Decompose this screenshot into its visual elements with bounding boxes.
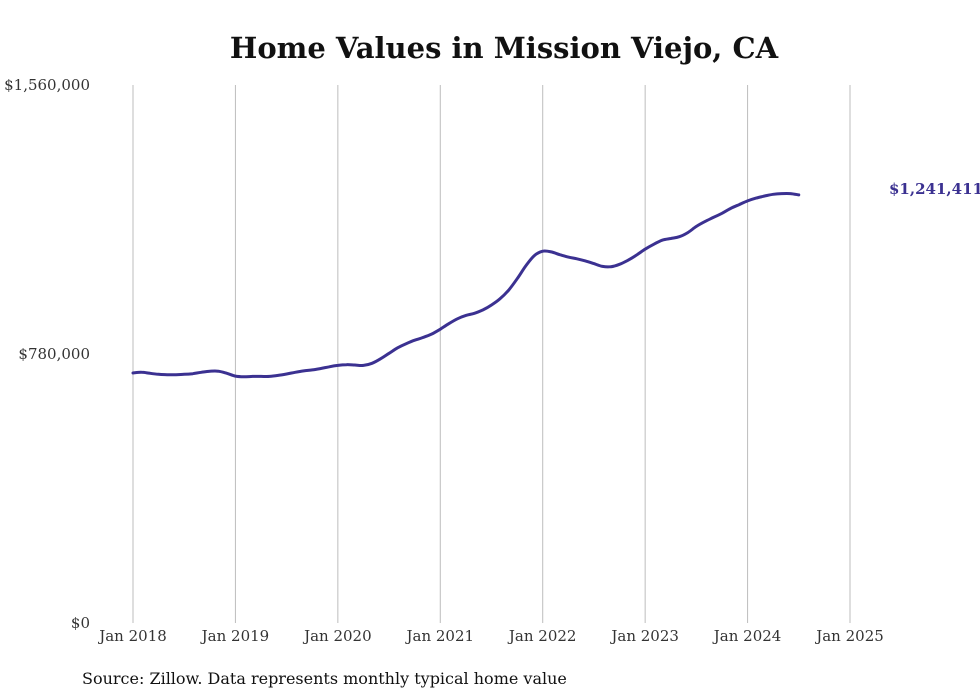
- x-tick-label: Jan 2022: [507, 627, 577, 645]
- x-tick-label: Jan 2024: [712, 627, 782, 645]
- y-tick-label: $1,560,000: [4, 76, 90, 94]
- y-axis-tick-labels: $0 $780,000 $1,560,000: [4, 76, 90, 632]
- y-tick-label: $0: [71, 614, 90, 632]
- x-axis-tick-labels: Jan 2018 Jan 2019 Jan 2020 Jan 2021 Jan 2022…: [97, 627, 884, 645]
- x-tick-label: Jan 2025: [814, 627, 884, 645]
- series-line: [131, 191, 801, 379]
- x-tick-label: Jan 2019: [200, 627, 270, 645]
- chart-title: Home Values in Mission Viejo, CA: [230, 31, 779, 65]
- x-tick-label: Jan 2021: [405, 627, 475, 645]
- x-tick-label: Jan 2023: [609, 627, 679, 645]
- x-tick-label: Jan 2018: [97, 627, 167, 645]
- last-value-label: $1,241,411: [889, 180, 980, 198]
- source-note: Source: Zillow. Data represents monthly …: [82, 669, 567, 688]
- y-tick-label: $780,000: [18, 345, 90, 363]
- series-layer: [131, 191, 801, 379]
- x-tick-label: Jan 2020: [302, 627, 372, 645]
- gridlines: [132, 85, 851, 623]
